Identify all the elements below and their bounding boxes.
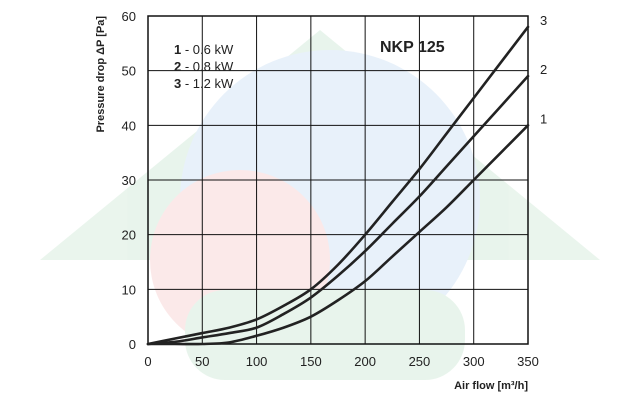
x-tick-label: 300 <box>463 354 485 369</box>
series-label-1: 1 <box>540 111 547 126</box>
y-tick-label: 20 <box>122 228 136 243</box>
legend-label: - 0.8 kW <box>181 59 234 74</box>
legend-label: - 1.2 kW <box>181 76 234 91</box>
series-end-labels: 1 2 3 <box>540 13 547 126</box>
x-tick-label: 200 <box>354 354 376 369</box>
legend-entry-3: 3 - 1.2 kW <box>174 76 234 91</box>
series-line-1 <box>146 124 530 346</box>
series-label-2: 2 <box>540 62 547 77</box>
series-line-3 <box>146 25 530 346</box>
x-tick-label: 0 <box>144 354 151 369</box>
y-tick-label: 30 <box>122 173 136 188</box>
y-tick-label: 60 <box>122 9 136 24</box>
legend-entry-2: 2 - 0.8 kW <box>174 59 234 74</box>
y-tick-label: 10 <box>122 282 136 297</box>
chart-title: NKP 125 <box>380 39 445 56</box>
legend-key: 2 <box>174 59 181 74</box>
legend-entry-1: 1 - 0.6 kW <box>174 42 234 57</box>
x-tick-label: 100 <box>246 354 268 369</box>
series-label-3: 3 <box>540 13 547 28</box>
x-tick-label: 350 <box>517 354 539 369</box>
series-lines <box>146 25 530 346</box>
y-tick-label: 50 <box>122 64 136 79</box>
y-axis-title: Pressure drop ΔP [Pa] <box>95 16 107 133</box>
tick-labels: 0 50 100 150 200 250 300 350 0 10 20 30 40 50 60 <box>122 9 539 369</box>
x-axis-title: Air flow [m³/h] <box>454 380 528 392</box>
legend-label: - 0.6 kW <box>181 42 234 57</box>
legend-key: 3 <box>174 76 181 91</box>
x-tick-label: 250 <box>409 354 431 369</box>
x-tick-label: 150 <box>300 354 322 369</box>
y-tick-label: 0 <box>129 337 136 352</box>
series-line-2 <box>146 74 530 346</box>
y-tick-label: 40 <box>122 118 136 133</box>
legend-key: 1 <box>174 42 181 57</box>
legend: 1 - 0.6 kW 2 - 0.8 kW 3 - 1.2 kW <box>174 42 234 91</box>
watermark-logo <box>40 30 600 380</box>
x-tick-label: 50 <box>195 354 209 369</box>
plot-frame <box>147 15 529 345</box>
